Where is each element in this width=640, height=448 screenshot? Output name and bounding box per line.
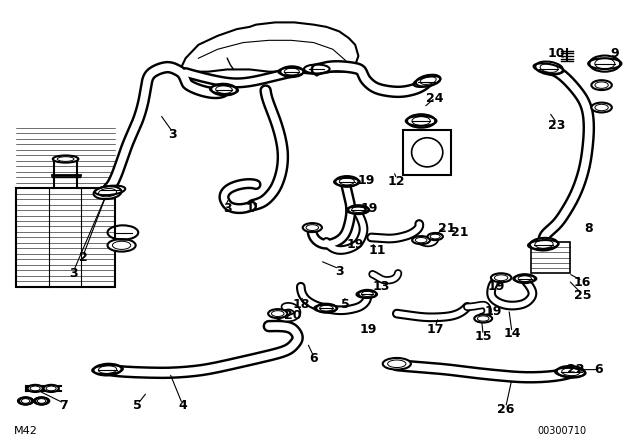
Text: 5: 5: [341, 298, 350, 311]
Text: 4: 4: [178, 399, 187, 412]
Text: 9: 9: [610, 47, 619, 60]
Ellipse shape: [358, 290, 376, 298]
Text: 12: 12: [388, 175, 406, 188]
Text: 3: 3: [223, 202, 232, 215]
Ellipse shape: [557, 366, 585, 378]
Text: 23: 23: [548, 119, 566, 132]
Text: 11: 11: [369, 244, 387, 258]
Ellipse shape: [591, 103, 612, 112]
Ellipse shape: [268, 309, 287, 318]
Text: 7: 7: [60, 399, 68, 412]
Text: 1: 1: [245, 202, 254, 215]
Text: 18: 18: [292, 298, 310, 311]
Ellipse shape: [28, 385, 43, 392]
Ellipse shape: [591, 80, 612, 90]
Text: 19: 19: [487, 280, 505, 293]
Text: 10: 10: [548, 47, 566, 60]
Ellipse shape: [19, 397, 32, 405]
Text: 3: 3: [335, 264, 344, 278]
Ellipse shape: [348, 205, 369, 214]
Text: 16: 16: [573, 276, 591, 289]
Text: 26: 26: [497, 403, 515, 417]
Text: 19: 19: [360, 202, 378, 215]
Text: 21: 21: [438, 222, 456, 235]
Text: 3: 3: [69, 267, 78, 280]
Bar: [16, 188, 115, 287]
Text: 19: 19: [359, 323, 377, 336]
Text: 13: 13: [372, 280, 390, 293]
Text: 20: 20: [284, 309, 302, 323]
Ellipse shape: [316, 304, 337, 313]
Ellipse shape: [535, 61, 563, 75]
Ellipse shape: [280, 66, 303, 77]
Text: 19: 19: [484, 305, 502, 318]
Ellipse shape: [93, 186, 122, 199]
Ellipse shape: [407, 114, 435, 128]
Bar: [531, 242, 570, 273]
Polygon shape: [179, 22, 358, 74]
Ellipse shape: [428, 233, 443, 240]
Text: 8: 8: [584, 222, 593, 235]
Ellipse shape: [589, 56, 620, 72]
Text: 14: 14: [503, 327, 521, 340]
Text: 00300710: 00300710: [538, 426, 587, 435]
Ellipse shape: [383, 358, 411, 370]
Ellipse shape: [515, 274, 535, 283]
Ellipse shape: [303, 223, 322, 232]
Text: 24: 24: [426, 92, 444, 105]
Text: 6: 6: [309, 352, 318, 365]
Ellipse shape: [530, 238, 558, 250]
Ellipse shape: [474, 314, 492, 323]
Text: 25: 25: [573, 289, 591, 302]
Text: 22: 22: [567, 363, 585, 376]
Text: 15: 15: [474, 329, 492, 343]
Text: M42: M42: [14, 426, 38, 435]
Text: 5: 5: [133, 399, 142, 412]
Ellipse shape: [35, 397, 48, 405]
Ellipse shape: [108, 239, 136, 252]
Ellipse shape: [491, 273, 511, 282]
Text: 2: 2: [79, 251, 88, 264]
Ellipse shape: [211, 84, 237, 95]
Text: 6: 6: [594, 363, 603, 376]
Text: 19: 19: [357, 173, 375, 187]
Ellipse shape: [53, 155, 79, 163]
Bar: [403, 130, 451, 175]
Ellipse shape: [44, 385, 59, 392]
Ellipse shape: [335, 176, 358, 187]
Text: 17: 17: [426, 323, 444, 336]
Text: 21: 21: [451, 226, 468, 240]
Ellipse shape: [416, 75, 440, 86]
Ellipse shape: [93, 364, 122, 375]
Text: 3: 3: [168, 128, 177, 141]
Text: 19: 19: [346, 237, 364, 251]
Ellipse shape: [412, 236, 430, 244]
